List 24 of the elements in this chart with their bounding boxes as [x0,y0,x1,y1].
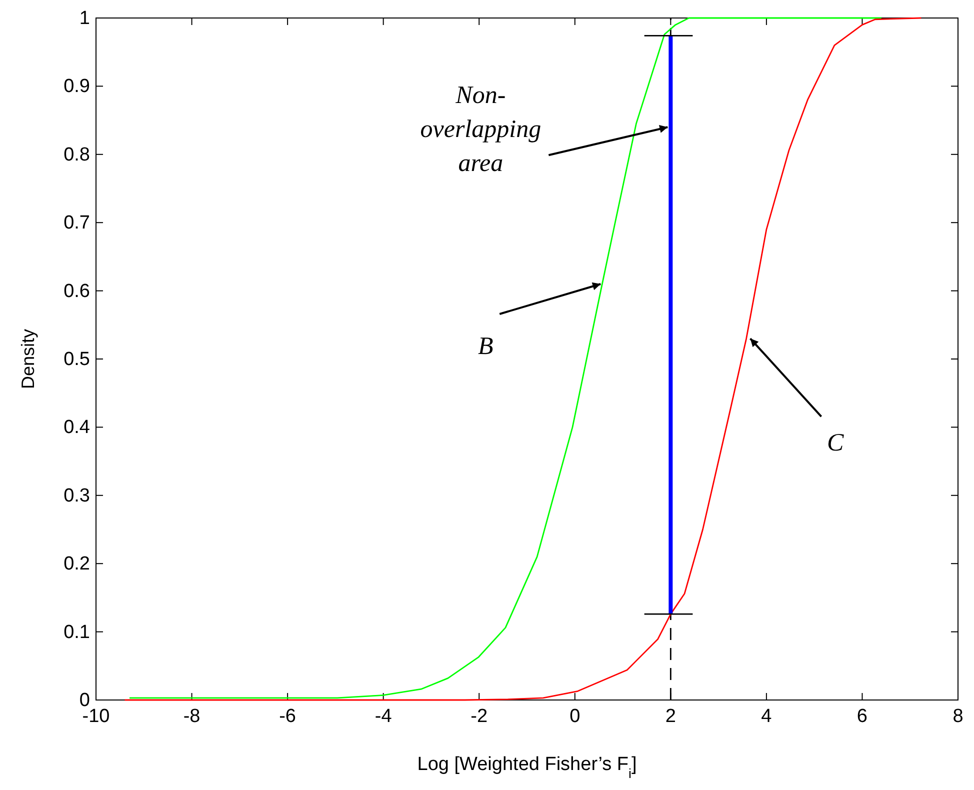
y-axis-title: Density [18,328,38,390]
y-tick-label: 0.7 [64,212,90,234]
x-tick-label: 6 [856,706,868,727]
y-tick-label: 0.5 [64,349,90,370]
x-tick-label: 8 [952,706,964,727]
annotation: Non-overlapping area [420,82,542,178]
y-tick-label: 1 [79,8,90,29]
x-tick-label: -6 [279,706,296,727]
x-tick-label: -2 [470,706,488,727]
y-tick-label: 0.6 [64,280,90,302]
annotation: B [478,332,494,360]
y-tick-label: 0.9 [64,76,90,98]
y-tick-label: 0.2 [64,554,90,575]
x-tick-label: -8 [183,706,200,727]
annotation: C [826,430,844,457]
x-tick-label: 0 [570,706,580,727]
x-axis-title: Log [Weighted Fisher’s F$_{i}$] [417,754,637,780]
y-tick-label: 0.1 [64,622,90,643]
x-tick-label: -4 [374,706,392,727]
x-tick-label: 4 [761,706,772,727]
y-tick-label: 0.4 [64,417,90,438]
x-tick-label: 2 [665,706,676,727]
y-tick-label: 0.8 [64,144,90,166]
y-tick-label: 0.3 [64,485,90,506]
